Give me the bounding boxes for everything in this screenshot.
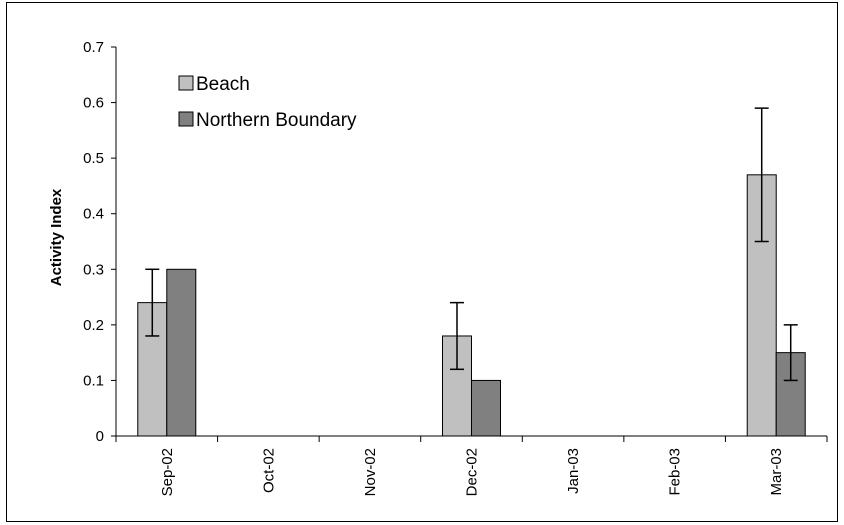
- error-bar: [145, 268, 160, 337]
- legend-label: Northern Boundary: [196, 110, 357, 131]
- legend: Beach Northern Boundary: [178, 74, 357, 131]
- x-tick-label: Feb-03: [667, 448, 684, 496]
- y-tick-label: 0.7: [83, 39, 104, 56]
- x-tick-label: Mar-03: [768, 448, 785, 496]
- bar-northern-boundary: [166, 268, 197, 437]
- y-tick-label: 0: [96, 428, 104, 445]
- x-tick-label: Oct-02: [260, 448, 277, 493]
- y-tick-label: 0.3: [83, 261, 104, 278]
- error-bar: [754, 107, 769, 243]
- y-tick-label: 0.5: [83, 150, 104, 167]
- y-ticks: 0 0.1 0.2 0.3 0.4 0.5 0.6 0.7: [83, 39, 116, 445]
- bar-northern-boundary: [471, 379, 501, 437]
- x-tick-label: Jan-03: [565, 448, 582, 494]
- y-tick-label: 0.2: [83, 317, 104, 334]
- y-tick-label: 0.6: [83, 95, 104, 112]
- bars-layer: [137, 174, 806, 437]
- error-bars-layer: [145, 107, 798, 382]
- x-tick-label: Dec-02: [464, 448, 481, 496]
- error-bar: [450, 301, 464, 371]
- y-tick-label: 0.1: [83, 372, 104, 389]
- y-tick-label: 0.4: [83, 206, 104, 223]
- legend-label: Beach: [196, 74, 250, 95]
- x-tick-label: Nov-02: [362, 448, 379, 496]
- axes-layer: [115, 47, 827, 437]
- y-axis-title: Activity Index: [48, 188, 65, 286]
- x-ticks: Sep-02 Oct-02 Nov-02 Dec-02 Jan-03 Feb-03 Mar-…: [115, 436, 828, 496]
- error-bar: [783, 324, 798, 382]
- x-tick-label: Sep-02: [159, 448, 176, 496]
- legend-swatch: [178, 111, 194, 127]
- legend-swatch: [178, 75, 194, 91]
- bar-beach: [746, 174, 777, 437]
